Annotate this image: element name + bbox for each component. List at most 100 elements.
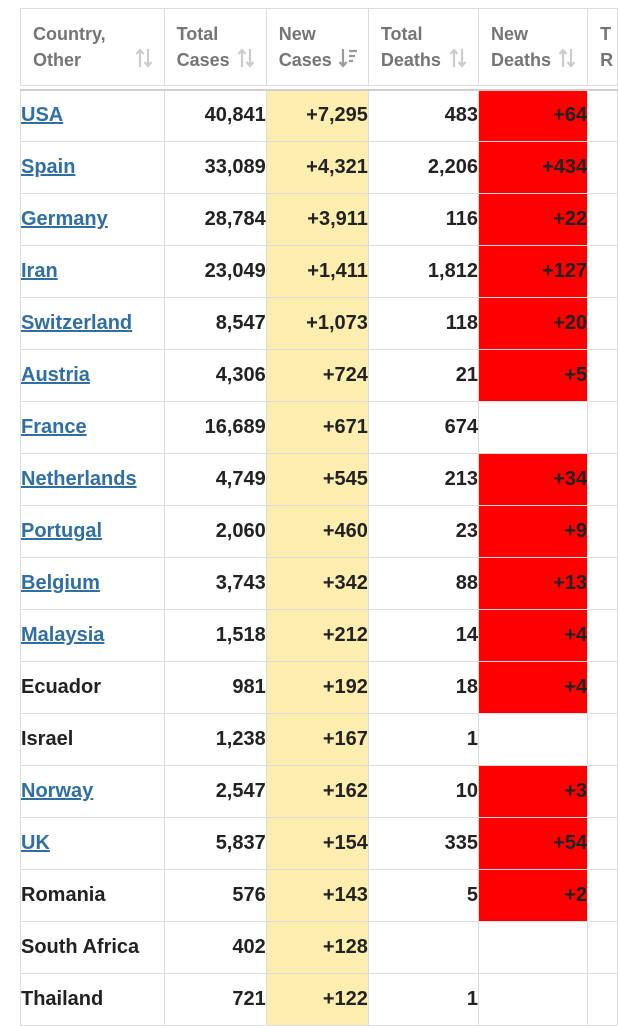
new-cases-cell: +212: [265, 609, 369, 662]
total-recovered-cell: [587, 505, 618, 558]
table-row: UK 5,837 +154 335 +54: [20, 817, 618, 870]
column-header-line: T: [600, 24, 612, 44]
country-link[interactable]: Belgium: [21, 572, 100, 594]
column-header-line: Total: [380, 24, 423, 44]
total-deaths-cell: 88: [367, 557, 479, 610]
country-link[interactable]: Germany: [21, 208, 108, 230]
table-row: Israel 1,238 +167 1: [20, 713, 618, 766]
column-header-line: R: [600, 50, 614, 70]
total-cases-cell: 5,837: [163, 817, 267, 870]
column-header-country[interactable]: Country, Other: [20, 8, 165, 86]
new-cases-cell: +1,411: [265, 245, 369, 298]
sort-icon[interactable]: [448, 47, 468, 69]
country-link[interactable]: Malaysia: [21, 624, 105, 646]
total-cases-cell: 4,306: [163, 349, 267, 402]
total-recovered-cell: [587, 609, 618, 662]
sort-descending-icon[interactable]: [338, 47, 358, 69]
total-deaths-cell: 1,812: [367, 245, 479, 298]
country-cell: Malaysia: [20, 609, 165, 662]
total-cases-cell: 721: [163, 973, 267, 1026]
column-header-line: Deaths: [490, 50, 552, 70]
column-header-line: Other: [33, 50, 82, 70]
country-link[interactable]: USA: [21, 104, 64, 127]
table-row: Austria 4,306 +724 21 +5: [20, 349, 618, 402]
country-link[interactable]: France: [21, 416, 87, 438]
country-link[interactable]: Norway: [21, 780, 94, 802]
country-cell: Germany: [20, 193, 165, 246]
column-header-total-cases[interactable]: Total Cases: [163, 8, 267, 86]
country-cell: Portugal: [20, 505, 165, 558]
table-row: Switzerland 8,547 +1,073 118 +20: [20, 297, 618, 350]
new-cases-cell: +3,911: [265, 193, 369, 246]
country-name: Thailand: [21, 988, 104, 1010]
column-header-new-deaths[interactable]: New Deaths: [477, 8, 589, 86]
new-cases-cell: +4,321: [265, 141, 369, 194]
country-link[interactable]: Spain: [21, 156, 76, 178]
new-deaths-cell: +54: [477, 817, 589, 870]
country-link[interactable]: UK: [21, 832, 50, 854]
total-recovered-cell: [587, 141, 618, 194]
column-header-line: New: [490, 24, 528, 44]
new-deaths-cell: +9: [477, 505, 589, 558]
total-cases-cell: 402: [163, 921, 267, 974]
total-recovered-cell: [587, 89, 618, 142]
new-deaths-cell: +4: [477, 609, 589, 662]
column-header-line: Deaths: [380, 50, 441, 70]
table-row: Belgium 3,743 +342 88 +13: [20, 557, 618, 610]
country-cell: Belgium: [20, 557, 165, 610]
sort-icon[interactable]: [557, 47, 577, 69]
total-deaths-cell: 118: [367, 297, 479, 350]
country-link[interactable]: Portugal: [21, 520, 103, 542]
new-cases-cell: +545: [265, 453, 369, 506]
country-cell: UK: [20, 817, 165, 870]
new-cases-cell: +167: [265, 713, 369, 766]
new-deaths-cell: +34: [477, 453, 589, 506]
total-recovered-cell: [587, 193, 618, 246]
column-header-line: Country,: [33, 24, 106, 44]
country-name: South Africa: [21, 936, 140, 958]
new-cases-cell: +7,295: [265, 89, 369, 142]
table-row: Germany 28,784 +3,911 116 +22: [20, 193, 618, 246]
total-recovered-cell: [587, 661, 618, 714]
total-cases-cell: 2,547: [163, 765, 267, 818]
total-deaths-cell: 18: [367, 661, 479, 714]
country-cell: France: [20, 401, 165, 454]
total-cases-cell: 33,089: [163, 141, 267, 194]
sort-icon[interactable]: [236, 47, 256, 69]
total-deaths-cell: 1: [367, 973, 479, 1026]
total-cases-cell: 1,238: [163, 713, 267, 766]
table-row: Ecuador 981 +192 18 +4: [20, 661, 618, 714]
table-row: Malaysia 1,518 +212 14 +4: [20, 609, 618, 662]
country-link[interactable]: Iran: [21, 260, 58, 282]
column-header-line: Cases: [176, 50, 230, 70]
sort-icon[interactable]: [134, 47, 154, 69]
new-deaths-cell: [477, 973, 589, 1026]
total-cases-cell: 23,049: [163, 245, 267, 298]
column-header-line: Total: [176, 24, 219, 44]
total-deaths-cell: [367, 921, 479, 974]
country-link[interactable]: Austria: [21, 364, 90, 386]
country-cell: Romania: [20, 869, 165, 922]
total-recovered-cell: [587, 557, 618, 610]
total-cases-cell: 4,749: [163, 453, 267, 506]
new-deaths-cell: +434: [477, 141, 589, 194]
country-link[interactable]: Switzerland: [21, 312, 133, 334]
column-header-new-cases[interactable]: New Cases: [265, 8, 369, 86]
new-cases-cell: +342: [265, 557, 369, 610]
total-recovered-cell: [587, 713, 618, 766]
total-deaths-cell: 335: [367, 817, 479, 870]
new-cases-cell: +1,073: [265, 297, 369, 350]
country-cell: Austria: [20, 349, 165, 402]
column-header-total-deaths[interactable]: Total Deaths: [367, 8, 479, 86]
total-cases-cell: 2,060: [163, 505, 267, 558]
total-recovered-cell: [587, 869, 618, 922]
total-cases-cell: 16,689: [163, 401, 267, 454]
new-cases-cell: +154: [265, 817, 369, 870]
country-link[interactable]: Netherlands: [21, 468, 137, 490]
total-cases-cell: 3,743: [163, 557, 267, 610]
table-row: France 16,689 +671 674: [20, 401, 618, 454]
total-recovered-cell: [587, 245, 618, 298]
total-deaths-cell: 116: [367, 193, 479, 246]
total-recovered-cell: [587, 349, 618, 402]
